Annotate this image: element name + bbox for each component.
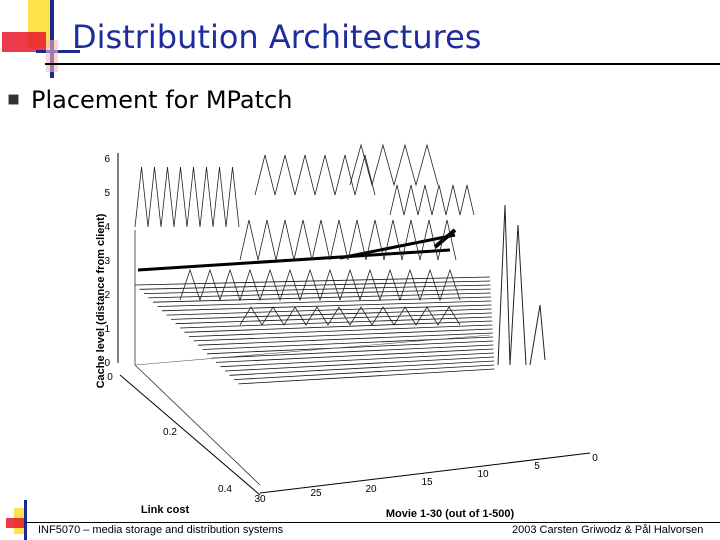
mpatch-placement-plot: 0 1 2 3 4 5 6 Cache level (distance from client…: [95, 143, 598, 520]
surface-ribbon: [220, 352, 494, 368]
z-tick-label: 6: [104, 154, 110, 165]
bullet-item: Placement for MPatch: [8, 86, 292, 114]
surface-ribbon: [193, 328, 493, 342]
surface-ribbon: [238, 368, 495, 385]
footer-blue-vertical: [24, 500, 27, 540]
z-tick-label: 4: [104, 222, 110, 233]
surface-spike: [497, 204, 511, 366]
title-divider: [45, 63, 720, 65]
x-tick-label: 25: [310, 488, 322, 499]
z-tick-label: 5: [104, 188, 110, 199]
surface-ribbon: [224, 356, 495, 372]
surface-level-band: [339, 233, 456, 260]
surface-ribbon: [184, 320, 493, 333]
surface-ribbon: [233, 364, 495, 380]
corner-blue-vertical: [50, 0, 54, 78]
z-tick-label: 3: [104, 256, 110, 267]
y-tick-label: 0.4: [218, 484, 232, 495]
surface-peaks: [239, 219, 457, 261]
footer-copyright: 2003 Carsten Griwodz & Pål Halvorsen: [512, 524, 704, 536]
bullet-square-icon: [8, 94, 19, 105]
z-tick-label: 1: [104, 324, 110, 335]
surface-ribbon: [215, 348, 494, 363]
y-tick-label: 0: [107, 372, 113, 383]
z-tick-label: 2: [104, 290, 110, 301]
x-tick-label: 30: [254, 494, 266, 505]
surface-peaks: [134, 166, 240, 228]
surface-ribbon: [143, 284, 491, 294]
surface-ribbon: [148, 288, 491, 299]
corner-blue-horizontal: [36, 50, 80, 53]
surface-wall: [134, 334, 491, 366]
x-axis-line: [259, 452, 591, 494]
x-tick-label: 15: [421, 477, 433, 488]
corner-pink-shade: [46, 40, 58, 72]
surface-ribbon: [175, 312, 492, 325]
surface-ribbon: [157, 296, 492, 307]
surface-ribbon: [229, 360, 495, 376]
x-tick-label: 20: [365, 484, 377, 495]
surface-peaks: [389, 184, 475, 216]
surface-peaks: [179, 268, 461, 302]
plot-labels: 0 1 2 3 4 5 6 Cache level (distance from client…: [95, 154, 598, 520]
z-tick-label: 0: [104, 358, 110, 369]
surface-ribbon: [197, 332, 493, 346]
x-tick-label: 0: [592, 453, 598, 464]
surface-spike: [529, 304, 546, 366]
y-tick-label: 0.2: [163, 427, 177, 438]
x-axis-title: Movie 1-30 (out of 1-500): [386, 508, 515, 520]
surface-ribbon: [188, 324, 493, 337]
bullet-text: Placement for MPatch: [31, 86, 293, 114]
surface-level-band: [433, 228, 457, 249]
surface-ribbon: [152, 292, 491, 303]
z-axis-title: Cache level (distance from client): [95, 213, 107, 388]
footer-divider: [25, 522, 720, 523]
footer-course: INF5070 – media storage and distribution…: [38, 524, 284, 536]
surface-mesh: [134, 143, 546, 486]
surface-spike: [509, 224, 527, 366]
surface-peaks: [239, 306, 461, 326]
surface-ribbon: [206, 340, 494, 355]
slide-title: Distribution Architectures: [72, 18, 482, 56]
corner-red-block: [2, 32, 46, 52]
surface-ribbon: [166, 304, 492, 316]
x-tick-label: 5: [534, 461, 540, 472]
surface-ribbon: [211, 344, 494, 359]
plot-axes: [117, 153, 591, 496]
x-tick-label: 10: [477, 469, 489, 480]
surface-ribbon: [170, 308, 492, 320]
surface-peaks: [349, 143, 439, 187]
surface-ribbon: [161, 300, 492, 312]
surface-peaks: [254, 154, 376, 196]
footer-red-block: [6, 518, 24, 528]
y-axis-line: [119, 374, 261, 496]
surface-ribbon: [179, 316, 493, 329]
y-axis-title: Link cost: [141, 504, 190, 516]
